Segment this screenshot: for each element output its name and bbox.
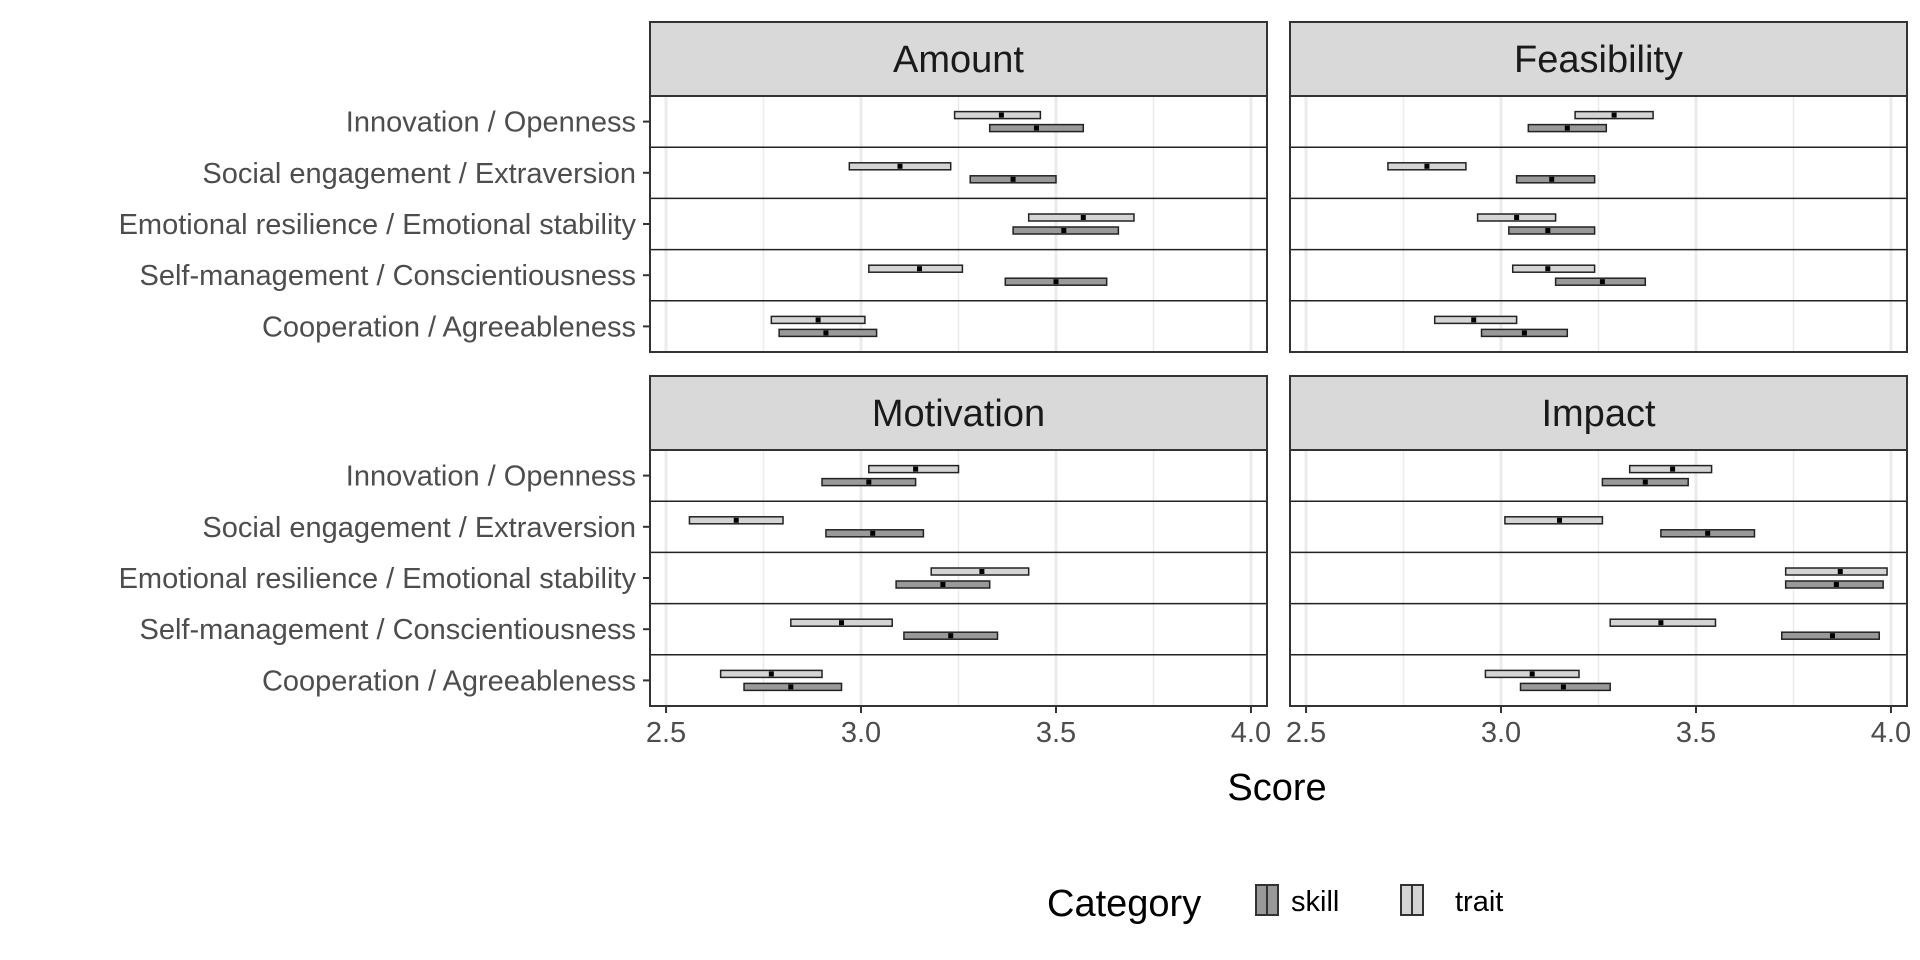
mean-marker-trait-cooperation-agreeableness <box>1471 317 1477 323</box>
panel-title: Motivation <box>872 393 1045 435</box>
crossbar-skill-emotional-resilience-emotional-stability <box>1508 226 1596 235</box>
mean-marker-skill-innovation-openness <box>866 479 872 485</box>
mean-marker-trait-cooperation-agreeableness <box>1529 671 1535 677</box>
mean-marker-trait-cooperation-agreeableness <box>815 317 821 323</box>
mean-marker-trait-self-management-conscientiousness <box>1658 620 1664 626</box>
mean-marker-skill-innovation-openness <box>1564 125 1570 131</box>
panel-amount: Amount <box>649 21 1268 353</box>
mean-marker-skill-innovation-openness <box>1642 479 1648 485</box>
y-tick-label: Cooperation / Agreeableness <box>262 665 636 697</box>
x-tick-label: 4.0 <box>1871 717 1911 749</box>
mean-marker-trait-self-management-conscientiousness <box>917 266 923 272</box>
mean-marker-skill-self-management-conscientiousness <box>1829 633 1835 639</box>
mean-marker-skill-innovation-openness <box>1033 125 1039 131</box>
crossbar-trait-self-management-conscientiousness <box>868 264 964 273</box>
mean-marker-skill-social-engagement-extraversion <box>1705 530 1711 536</box>
panel-border <box>1289 449 1908 707</box>
mean-marker-skill-self-management-conscientiousness <box>1599 279 1605 285</box>
mean-marker-skill-self-management-conscientiousness <box>948 633 954 639</box>
crossbar-trait-emotional-resilience-emotional-stability <box>1784 567 1888 576</box>
mean-marker-skill-cooperation-agreeableness <box>1521 330 1527 336</box>
mean-marker-trait-social-engagement-extraversion <box>1557 517 1563 523</box>
legend: Category skill trait <box>1047 883 1503 925</box>
mean-marker-trait-cooperation-agreeableness <box>768 671 774 677</box>
x-tick-label: 3.0 <box>1481 717 1521 749</box>
mean-marker-skill-self-management-conscientiousness <box>1053 279 1059 285</box>
panel-motivation: Motivation <box>649 375 1268 707</box>
mean-marker-trait-emotional-resilience-emotional-stability <box>1514 215 1520 220</box>
crossbar-trait-social-engagement-extraversion <box>1504 516 1604 525</box>
mean-marker-skill-emotional-resilience-emotional-stability <box>1545 228 1551 233</box>
mean-marker-trait-social-engagement-extraversion <box>897 163 903 169</box>
y-tick-label: Self-management / Conscientiousness <box>140 260 636 292</box>
y-tick-label: Innovation / Openness <box>346 461 636 493</box>
y-tick-label: Social engagement / Extraversion <box>202 158 636 190</box>
mean-marker-trait-innovation-openness <box>1670 466 1676 472</box>
x-axis-title: Score <box>1227 767 1326 809</box>
mean-marker-skill-cooperation-agreeableness <box>788 684 794 690</box>
strip-motivation <box>649 375 1268 451</box>
y-tick-label: Self-management / Conscientiousness <box>140 614 636 646</box>
mean-marker-trait-emotional-resilience-emotional-stability <box>979 569 985 574</box>
mean-marker-skill-emotional-resilience-emotional-stability <box>1833 582 1839 587</box>
panel-impact: Impact <box>1289 375 1908 707</box>
mean-marker-skill-emotional-resilience-emotional-stability <box>940 582 946 587</box>
mean-marker-skill-social-engagement-extraversion <box>1010 176 1016 182</box>
legend-title: Category <box>1047 883 1201 925</box>
mean-marker-trait-emotional-resilience-emotional-stability <box>1080 215 1086 220</box>
crossbar-trait-innovation-openness <box>953 110 1042 120</box>
x-axes: 2.5 3.0 3.5 4.0 2.5 3.0 3.5 4.0 <box>646 706 1911 749</box>
panel-title: Amount <box>893 39 1024 81</box>
mean-marker-skill-emotional-resilience-emotional-stability <box>1061 228 1067 233</box>
x-tick-label: 3.0 <box>841 717 881 749</box>
mean-marker-trait-emotional-resilience-emotional-stability <box>1837 569 1843 574</box>
panel-border <box>1289 95 1908 353</box>
legend-label-skill: skill <box>1291 886 1339 918</box>
x-tick-label: 4.0 <box>1231 717 1271 749</box>
mean-marker-skill-cooperation-agreeableness <box>823 330 829 336</box>
crossbar-skill-social-engagement-extraversion <box>1515 175 1596 184</box>
mean-marker-trait-social-engagement-extraversion <box>733 517 739 523</box>
crossbar-trait-self-management-conscientiousness <box>1511 264 1596 273</box>
x-tick-label: 3.5 <box>1676 717 1716 749</box>
mean-marker-trait-self-management-conscientiousness <box>839 620 845 626</box>
strip-impact <box>1289 375 1908 451</box>
mean-marker-skill-cooperation-agreeableness <box>1560 684 1566 690</box>
panel-feasibility: Feasibility <box>1289 21 1908 353</box>
panel-title: Feasibility <box>1514 39 1683 81</box>
mean-marker-skill-social-engagement-extraversion <box>870 530 876 536</box>
y-tick-label: Cooperation / Agreeableness <box>262 311 636 343</box>
panel-title: Impact <box>1541 393 1655 435</box>
chart-panels: Amount Feasibility Motivation Impact <box>649 21 1908 707</box>
mean-marker-skill-social-engagement-extraversion <box>1549 176 1555 182</box>
strip-feasibility <box>1289 21 1908 97</box>
mean-marker-trait-innovation-openness <box>913 466 919 472</box>
legend-label-trait: trait <box>1455 886 1503 918</box>
mean-marker-trait-innovation-openness <box>998 112 1004 118</box>
y-tick-label: Emotional resilience / Emotional stabili… <box>119 563 637 595</box>
strip-amount <box>649 21 1268 97</box>
x-tick-label: 2.5 <box>646 717 686 749</box>
y-tick-label: Emotional resilience / Emotional stabili… <box>119 209 637 241</box>
y-axis-labels: Innovation / Openness Social engagement /… <box>119 107 650 697</box>
x-tick-label: 3.5 <box>1036 717 1076 749</box>
mean-marker-trait-social-engagement-extraversion <box>1424 163 1430 169</box>
y-tick-label: Innovation / Openness <box>346 107 636 139</box>
y-tick-label: Social engagement / Extraversion <box>202 512 636 544</box>
mean-marker-trait-innovation-openness <box>1611 112 1617 118</box>
mean-marker-trait-self-management-conscientiousness <box>1545 266 1551 272</box>
x-tick-label: 2.5 <box>1286 717 1326 749</box>
